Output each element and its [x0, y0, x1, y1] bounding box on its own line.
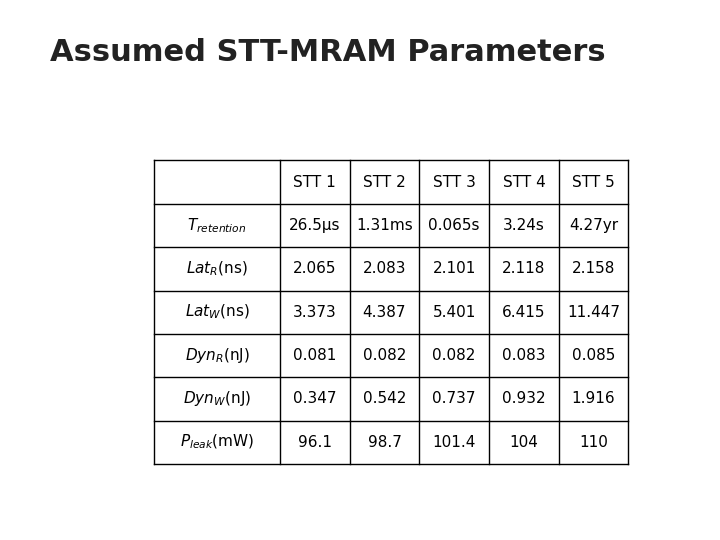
Text: 4.387: 4.387 — [363, 305, 406, 320]
Text: 1.31ms: 1.31ms — [356, 218, 413, 233]
Text: 1.916: 1.916 — [572, 392, 616, 407]
Text: 0.065s: 0.065s — [428, 218, 480, 233]
Text: 6.415: 6.415 — [502, 305, 546, 320]
Text: 101.4: 101.4 — [433, 435, 476, 450]
Text: $Lat_R\mathrm{(ns)}$: $Lat_R\mathrm{(ns)}$ — [186, 260, 248, 278]
Text: STT 3: STT 3 — [433, 174, 476, 190]
Text: 104: 104 — [510, 435, 539, 450]
Text: 4.27yr: 4.27yr — [569, 218, 618, 233]
Text: 96.1: 96.1 — [298, 435, 332, 450]
Text: 5.401: 5.401 — [433, 305, 476, 320]
Text: 0.081: 0.081 — [293, 348, 336, 363]
Text: 2.065: 2.065 — [293, 261, 336, 276]
Text: 98.7: 98.7 — [367, 435, 401, 450]
Text: 2.158: 2.158 — [572, 261, 616, 276]
Text: 2.101: 2.101 — [433, 261, 476, 276]
Text: 0.347: 0.347 — [293, 392, 336, 407]
Text: 3.24s: 3.24s — [503, 218, 545, 233]
Text: Assumed STT-MRAM Parameters: Assumed STT-MRAM Parameters — [50, 38, 606, 67]
Text: $Dyn_W\mathrm{(nJ)}$: $Dyn_W\mathrm{(nJ)}$ — [183, 389, 251, 408]
Text: STT 2: STT 2 — [363, 174, 406, 190]
Text: 2.118: 2.118 — [502, 261, 546, 276]
Text: 0.082: 0.082 — [363, 348, 406, 363]
Text: 0.737: 0.737 — [433, 392, 476, 407]
Text: 0.542: 0.542 — [363, 392, 406, 407]
Text: 3.373: 3.373 — [293, 305, 336, 320]
Text: STT 5: STT 5 — [572, 174, 615, 190]
Text: 0.085: 0.085 — [572, 348, 616, 363]
Text: 26.5μs: 26.5μs — [289, 218, 341, 233]
Text: STT 1: STT 1 — [293, 174, 336, 190]
Text: $P_{leak}\mathrm{(mW)}$: $P_{leak}\mathrm{(mW)}$ — [180, 433, 254, 451]
Text: $Lat_W\mathrm{(ns)}$: $Lat_W\mathrm{(ns)}$ — [184, 303, 250, 321]
Text: 0.932: 0.932 — [502, 392, 546, 407]
Text: 0.082: 0.082 — [433, 348, 476, 363]
Text: $Dyn_R\mathrm{(nJ)}$: $Dyn_R\mathrm{(nJ)}$ — [184, 346, 250, 365]
Text: $T_{retention}$: $T_{retention}$ — [187, 216, 247, 235]
Text: 2.083: 2.083 — [363, 261, 406, 276]
Text: STT 4: STT 4 — [503, 174, 545, 190]
Text: 0.083: 0.083 — [502, 348, 546, 363]
Text: 11.447: 11.447 — [567, 305, 620, 320]
Text: 110: 110 — [579, 435, 608, 450]
